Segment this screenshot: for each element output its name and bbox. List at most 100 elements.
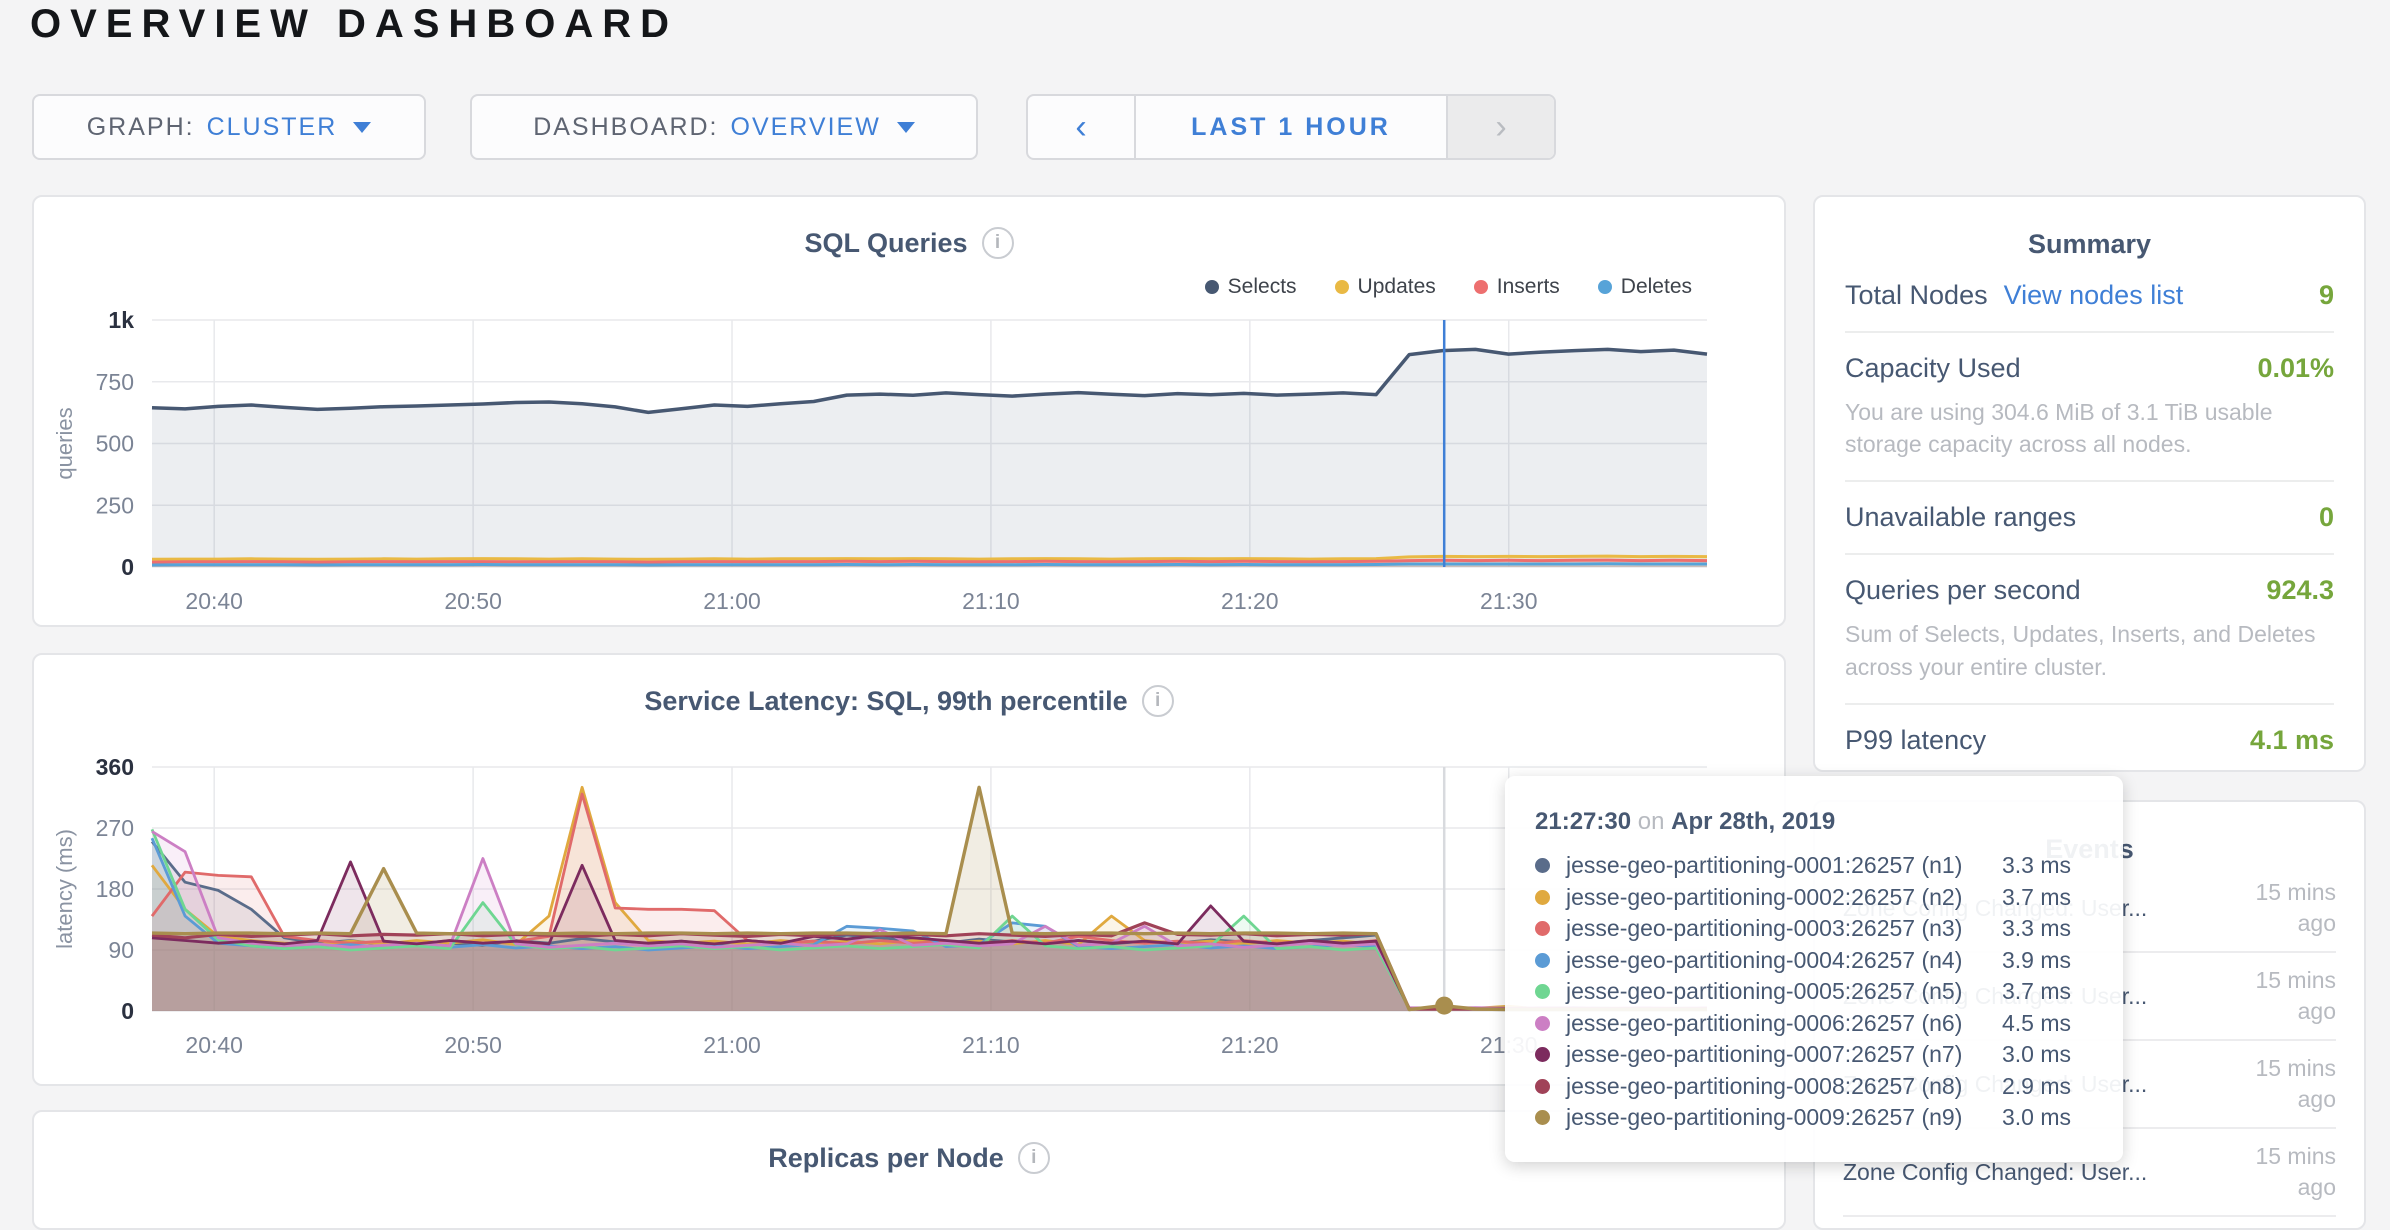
summary-row-label: Queries per second <box>1845 575 2081 606</box>
graph-dropdown-label: GRAPH: <box>86 112 195 141</box>
tooltip-node-name: jesse-geo-partitioning-0004:26257 (n4) <box>1566 946 1963 973</box>
service-latency-card: Service Latency: SQL, 99th percentile i … <box>32 653 1786 1086</box>
series-dot-icon <box>1535 952 1550 968</box>
time-range-next-button[interactable]: › <box>1446 96 1554 158</box>
summary-row: Queries per second 924.3 Sum of Selects, U… <box>1845 555 2334 705</box>
tooltip-rows: jesse-geo-partitioning-0001:26257 (n1) 3.… <box>1535 850 2123 1134</box>
tooltip-row: jesse-geo-partitioning-0002:26257 (n2) 3.… <box>1535 882 2123 914</box>
svg-text:20:50: 20:50 <box>444 1032 502 1058</box>
legend-item-selects[interactable]: Selects <box>1204 275 1297 299</box>
tooltip-timestamp: 21:27:30 on Apr 28th, 2019 <box>1535 808 2123 836</box>
event-time: 15 mins ago <box>2255 1143 2336 1201</box>
tooltip-time: 21:27:30 <box>1535 808 1632 835</box>
sql-legend: Selects Updates Inserts Deletes <box>1204 275 1692 299</box>
event-time: 15 mins ago <box>2255 1055 2336 1113</box>
dashboard-dropdown[interactable]: DASHBOARD: OVERVIEW <box>470 94 978 160</box>
info-icon[interactable]: i <box>981 227 1014 259</box>
time-range-label[interactable]: LAST 1 HOUR <box>1191 112 1391 141</box>
event-time: 15 mins ago <box>2255 967 2336 1025</box>
tooltip-date: Apr 28th, 2019 <box>1671 808 1836 835</box>
svg-text:180: 180 <box>96 876 134 902</box>
summary-row-value: 0 <box>2318 502 2334 533</box>
tooltip-node-value: 3.3 ms <box>2002 915 2072 942</box>
event-time: 15 mins ago <box>2255 879 2336 937</box>
tooltip-node-name: jesse-geo-partitioning-0009:26257 (n9) <box>1566 1104 1963 1131</box>
svg-text:20:50: 20:50 <box>444 588 502 614</box>
summary-rows: Total Nodes View nodes list 9 Capacity Used… <box>1845 260 2334 776</box>
summary-row-label: P99 latency <box>1845 724 1987 755</box>
series-dot-icon <box>1535 858 1550 874</box>
summary-row-value: 924.3 <box>2266 575 2334 606</box>
series-dot-icon <box>1535 1078 1550 1094</box>
summary-title: Summary <box>2027 229 2152 259</box>
sql-queries-title: SQL Queries i <box>34 227 1784 259</box>
time-range-prev-button[interactable]: ‹ <box>1028 96 1136 158</box>
tooltip-node-value: 3.0 ms <box>2002 1041 2072 1068</box>
svg-text:1k: 1k <box>108 307 134 333</box>
svg-text:360: 360 <box>96 754 134 780</box>
series-dot-icon <box>1535 1015 1550 1031</box>
tooltip-node-name: jesse-geo-partitioning-0005:26257 (n5) <box>1566 978 1963 1005</box>
svg-text:0: 0 <box>121 998 134 1024</box>
summary-row-label: Total Nodes <box>1845 280 1988 310</box>
series-dot-icon <box>1535 921 1550 937</box>
legend-item-updates[interactable]: Updates <box>1334 275 1436 299</box>
chevron-down-icon <box>353 121 372 133</box>
svg-text:250: 250 <box>96 492 134 518</box>
tooltip-row: jesse-geo-partitioning-0003:26257 (n3) 3.… <box>1535 913 2123 945</box>
svg-text:21:00: 21:00 <box>703 588 761 614</box>
svg-text:270: 270 <box>96 815 134 841</box>
dashboard-dropdown-label: DASHBOARD: <box>533 112 719 141</box>
time-range-selector: ‹ LAST 1 HOUR › <box>1026 94 1556 160</box>
chevron-left-icon: ‹ <box>1075 107 1087 146</box>
graph-dropdown[interactable]: GRAPH: CLUSTER <box>32 94 426 160</box>
svg-text:750: 750 <box>96 369 134 395</box>
tooltip-node-value: 3.7 ms <box>2002 883 2072 910</box>
summary-panel: Summary Total Nodes View nodes list 9 Capac… <box>1813 195 2366 772</box>
summary-row-value: 4.1 ms <box>2249 724 2334 755</box>
svg-text:21:20: 21:20 <box>1221 588 1279 614</box>
summary-row: Unavailable ranges 0 <box>1845 482 2334 556</box>
legend-item-inserts[interactable]: Inserts <box>1473 275 1560 299</box>
page-title: OVERVIEW DASHBOARD <box>30 2 678 46</box>
tooltip-row: jesse-geo-partitioning-0007:26257 (n7) 3.… <box>1535 1039 2123 1071</box>
tooltip-node-name: jesse-geo-partitioning-0002:26257 (n2) <box>1566 883 1963 910</box>
tooltip-node-name: jesse-geo-partitioning-0003:26257 (n3) <box>1566 915 1963 942</box>
legend-item-deletes[interactable]: Deletes <box>1597 275 1692 299</box>
tooltip-node-name: jesse-geo-partitioning-0008:26257 (n8) <box>1566 1072 1963 1099</box>
tooltip-row: jesse-geo-partitioning-0009:26257 (n9) 3.… <box>1535 1102 2123 1134</box>
chart-hover-tooltip: 21:27:30 on Apr 28th, 2019 jesse-geo-par… <box>1505 776 2123 1162</box>
tooltip-node-name: jesse-geo-partitioning-0007:26257 (n7) <box>1566 1041 1963 1068</box>
legend-label: Deletes <box>1620 275 1692 298</box>
tooltip-node-value: 4.5 ms <box>2002 1009 2072 1036</box>
info-icon[interactable]: i <box>1017 1142 1050 1174</box>
series-dot-icon <box>1535 889 1550 905</box>
svg-text:21:10: 21:10 <box>962 588 1020 614</box>
info-icon[interactable]: i <box>1141 685 1174 717</box>
legend-dot-icon <box>1204 280 1219 294</box>
tooltip-row: jesse-geo-partitioning-0008:26257 (n8) 2.… <box>1535 1071 2123 1103</box>
svg-text:21:30: 21:30 <box>1480 588 1538 614</box>
series-dot-icon <box>1535 1110 1550 1126</box>
svg-text:90: 90 <box>108 937 134 963</box>
svg-text:21:10: 21:10 <box>962 1032 1020 1058</box>
service-latency-title: Service Latency: SQL, 99th percentile i <box>34 685 1784 717</box>
event-row: Zone Config Changed: User...15 mins ago <box>1843 953 2336 1042</box>
svg-text:21:20: 21:20 <box>1221 1032 1279 1058</box>
summary-row: P99 latency 4.1 ms <box>1845 705 2334 776</box>
legend-label: Inserts <box>1496 275 1560 298</box>
summary-row-value: 0.01% <box>2257 353 2334 383</box>
sql-queries-chart[interactable]: 20:40 20:50 21:00 21:10 21:20 21:30 1k 750 500 25… <box>34 197 1788 629</box>
tooltip-row: jesse-geo-partitioning-0001:26257 (n1) 3.… <box>1535 850 2123 882</box>
summary-row-value: 9 <box>2318 280 2334 310</box>
svg-text:21:00: 21:00 <box>703 1032 761 1058</box>
series-dot-icon <box>1535 1047 1550 1063</box>
replicas-per-node-title-text: Replicas per Node <box>768 1142 1004 1173</box>
legend-dot-icon <box>1334 280 1349 294</box>
svg-text:500: 500 <box>96 431 134 457</box>
view-nodes-list-link[interactable]: View nodes list <box>2003 280 2184 310</box>
tooltip-node-value: 3.7 ms <box>2002 978 2072 1005</box>
tooltip-node-value: 2.9 ms <box>2002 1072 2072 1099</box>
service-latency-chart[interactable]: 20:4020:5021:0021:1021:2021:303602701809… <box>34 655 1788 1088</box>
legend-label: Updates <box>1357 275 1436 298</box>
